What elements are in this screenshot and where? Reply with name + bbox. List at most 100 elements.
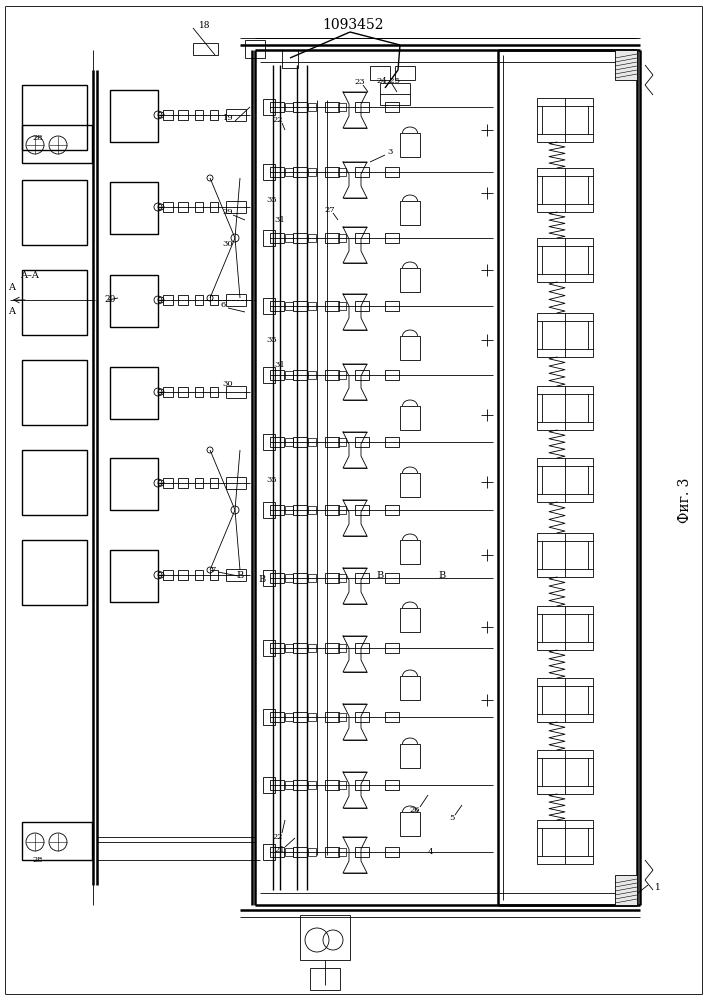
Text: 5: 5 (450, 814, 455, 822)
Text: 30: 30 (223, 240, 233, 248)
Bar (537, 168, 593, 212)
Bar (400, 268, 420, 292)
Bar (270, 370, 284, 380)
Bar (400, 608, 420, 632)
Bar (308, 644, 316, 652)
Bar (263, 640, 275, 656)
Bar (285, 438, 293, 446)
Bar (385, 233, 399, 243)
Bar (300, 915, 350, 960)
Text: 1: 1 (655, 884, 661, 892)
Text: 3: 3 (387, 148, 392, 156)
Bar (615, 50, 637, 80)
Bar (22, 822, 92, 860)
Text: A: A (8, 308, 15, 316)
Bar (308, 506, 316, 514)
Text: 28: 28 (33, 134, 43, 142)
Bar (370, 66, 390, 80)
Bar (338, 781, 346, 789)
Bar (195, 110, 203, 120)
Bar (193, 43, 218, 55)
Bar (325, 847, 339, 857)
Bar (110, 90, 158, 142)
Bar (338, 848, 346, 856)
Text: Фиг. 3: Фиг. 3 (678, 477, 692, 523)
Bar (270, 437, 284, 447)
Bar (163, 295, 173, 305)
Bar (178, 295, 188, 305)
Bar (270, 573, 284, 583)
Text: B: B (438, 570, 445, 580)
Bar (285, 103, 293, 111)
Bar (338, 302, 346, 310)
Text: 30: 30 (223, 380, 233, 388)
Bar (263, 99, 275, 115)
Bar (325, 437, 339, 447)
Bar (263, 777, 275, 793)
Bar (263, 164, 275, 180)
Text: B: B (258, 576, 266, 584)
Bar (163, 478, 173, 488)
Bar (270, 167, 284, 177)
Text: 35: 35 (267, 196, 277, 204)
Bar (210, 570, 218, 580)
Bar (210, 110, 218, 120)
Bar (263, 844, 275, 860)
Bar (178, 387, 188, 397)
Bar (385, 712, 399, 722)
Bar (338, 713, 346, 721)
Bar (537, 678, 593, 722)
Bar (285, 644, 293, 652)
Bar (178, 110, 188, 120)
Bar (395, 66, 415, 80)
Bar (263, 570, 275, 586)
Text: 27: 27 (325, 206, 335, 214)
Bar (22, 540, 87, 605)
Text: 4: 4 (427, 848, 433, 856)
Bar (263, 434, 275, 450)
Bar (22, 85, 87, 150)
Bar (325, 370, 339, 380)
Bar (338, 103, 346, 111)
Bar (537, 313, 593, 357)
Bar (325, 712, 339, 722)
Text: 31: 31 (274, 216, 286, 224)
Bar (210, 478, 218, 488)
Bar (537, 386, 593, 430)
Bar (338, 574, 346, 582)
Bar (22, 270, 87, 335)
Bar (308, 713, 316, 721)
Text: 28: 28 (33, 856, 43, 864)
Bar (338, 438, 346, 446)
Bar (110, 458, 158, 510)
Bar (355, 643, 369, 653)
Bar (285, 506, 293, 514)
Bar (178, 478, 188, 488)
Bar (308, 371, 316, 379)
Bar (110, 182, 158, 234)
Bar (195, 387, 203, 397)
Bar (285, 168, 293, 176)
Bar (308, 574, 316, 582)
Bar (270, 505, 284, 515)
Bar (163, 387, 173, 397)
Bar (210, 295, 218, 305)
Bar (195, 570, 203, 580)
Bar (285, 234, 293, 242)
Text: B: B (376, 570, 384, 580)
Bar (325, 167, 339, 177)
Bar (282, 50, 298, 68)
Bar (355, 167, 369, 177)
Text: 23: 23 (355, 78, 366, 86)
Bar (537, 533, 593, 577)
Bar (338, 644, 346, 652)
Bar (270, 301, 284, 311)
Bar (385, 167, 399, 177)
Bar (355, 780, 369, 790)
Bar (355, 233, 369, 243)
Bar (325, 780, 339, 790)
Bar (293, 301, 307, 311)
Bar (400, 812, 420, 836)
Bar (385, 780, 399, 790)
Bar (263, 230, 275, 246)
